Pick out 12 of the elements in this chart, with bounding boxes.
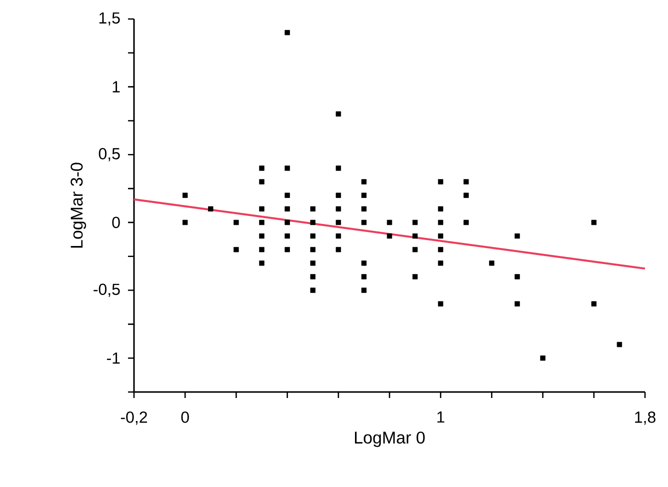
- x-tick-label: 1,8: [635, 412, 656, 425]
- y-tick-label: 0: [112, 216, 120, 228]
- y-tick-label: 1,5: [99, 12, 120, 26]
- x-tick-label: 0: [181, 412, 189, 423]
- x-tick-label: -0,2: [120, 412, 147, 425]
- x-axis-title: LogMar 0: [354, 432, 425, 447]
- y-tick-label: -1: [106, 352, 120, 364]
- y-tick-label: -0,5: [94, 284, 120, 297]
- y-tick-label: 1: [112, 81, 120, 92]
- x-tick-label: 1: [437, 412, 444, 423]
- y-axis-title: LogMar 3-0: [70, 162, 86, 248]
- y-tick-label: 0,5: [98, 148, 120, 162]
